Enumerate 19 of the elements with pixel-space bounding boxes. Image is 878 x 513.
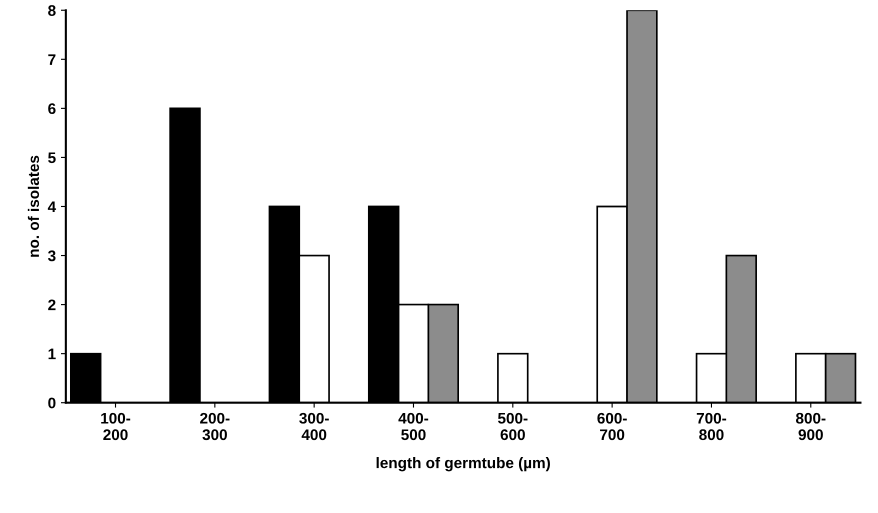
x-tick-label: 500- 600 (498, 412, 528, 440)
x-tick-label: 600- 700 (597, 412, 627, 440)
y-tick-label: 1 (48, 348, 56, 360)
x-tick-label: 300- 400 (299, 412, 329, 440)
y-tick-label: 3 (48, 250, 56, 262)
y-tick-label: 6 (48, 103, 56, 114)
y-axis-title: no. of isolates (28, 156, 40, 257)
x-tick-label: 700- 800 (696, 412, 726, 440)
x-tick-label: 800- 900 (796, 412, 826, 440)
x-axis-title: length of germtube (µm) (376, 457, 550, 472)
x-tick-label: 100- 200 (101, 412, 130, 440)
y-tick-label: 0 (48, 398, 56, 408)
y-tick-label: 5 (48, 152, 56, 164)
y-tick-label: 7 (48, 54, 56, 65)
y-tick-label: 4 (48, 202, 56, 212)
x-tick-label: 200- 300 (200, 412, 230, 440)
y-tick-label: 2 (48, 299, 56, 310)
x-tick-label: 400- 500 (398, 412, 428, 440)
y-tick-label: 8 (48, 5, 56, 16)
